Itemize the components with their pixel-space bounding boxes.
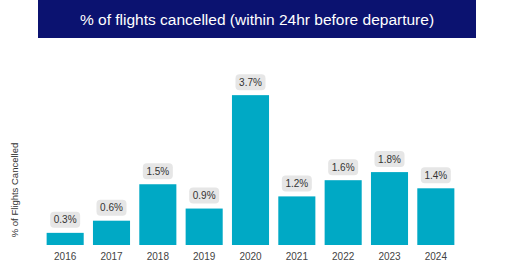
x-tick-label: 2016	[54, 251, 77, 262]
data-label: 0.9%	[193, 190, 216, 201]
data-label: 0.3%	[54, 214, 77, 225]
data-label-box	[189, 188, 219, 204]
bar	[417, 188, 454, 245]
data-label-box	[236, 74, 266, 90]
data-label-box	[143, 163, 173, 179]
bar	[278, 196, 315, 245]
data-label-box	[97, 200, 127, 216]
data-label: 1.6%	[332, 162, 355, 173]
bars	[47, 95, 455, 245]
bar	[47, 233, 84, 245]
data-label: 1.5%	[146, 166, 169, 177]
data-label-box	[282, 175, 312, 191]
data-label: 1.4%	[424, 170, 447, 181]
x-tick-label: 2024	[425, 251, 448, 262]
x-tick-label: 2017	[100, 251, 123, 262]
bar	[139, 184, 176, 245]
data-label: 3.7%	[239, 77, 262, 88]
bar	[93, 221, 130, 245]
title: % of flights cancelled (within 24hr befo…	[80, 11, 434, 28]
x-tick-label: 2021	[286, 251, 309, 262]
title-banner	[38, 0, 476, 38]
x-tick-label: 2023	[378, 251, 401, 262]
x-tick-label: 2022	[332, 251, 355, 262]
bar	[232, 95, 269, 245]
x-tick-label: 2019	[193, 251, 216, 262]
data-label-box	[375, 151, 405, 167]
y-axis-label: % of Flights Cancelled	[9, 143, 20, 238]
x-tick-label: 2020	[239, 251, 262, 262]
data-label-box	[328, 159, 358, 175]
data-label-box	[421, 167, 451, 183]
data-label: 0.6%	[100, 202, 123, 213]
bar	[186, 209, 223, 245]
data-label-box	[50, 212, 80, 228]
chart: % of flights cancelled (within 24hr befo…	[0, 0, 507, 276]
bar	[325, 180, 362, 245]
data-label: 1.2%	[285, 178, 308, 189]
bar	[371, 172, 408, 245]
data-label: 1.8%	[378, 154, 401, 165]
x-tick-label: 2018	[147, 251, 170, 262]
